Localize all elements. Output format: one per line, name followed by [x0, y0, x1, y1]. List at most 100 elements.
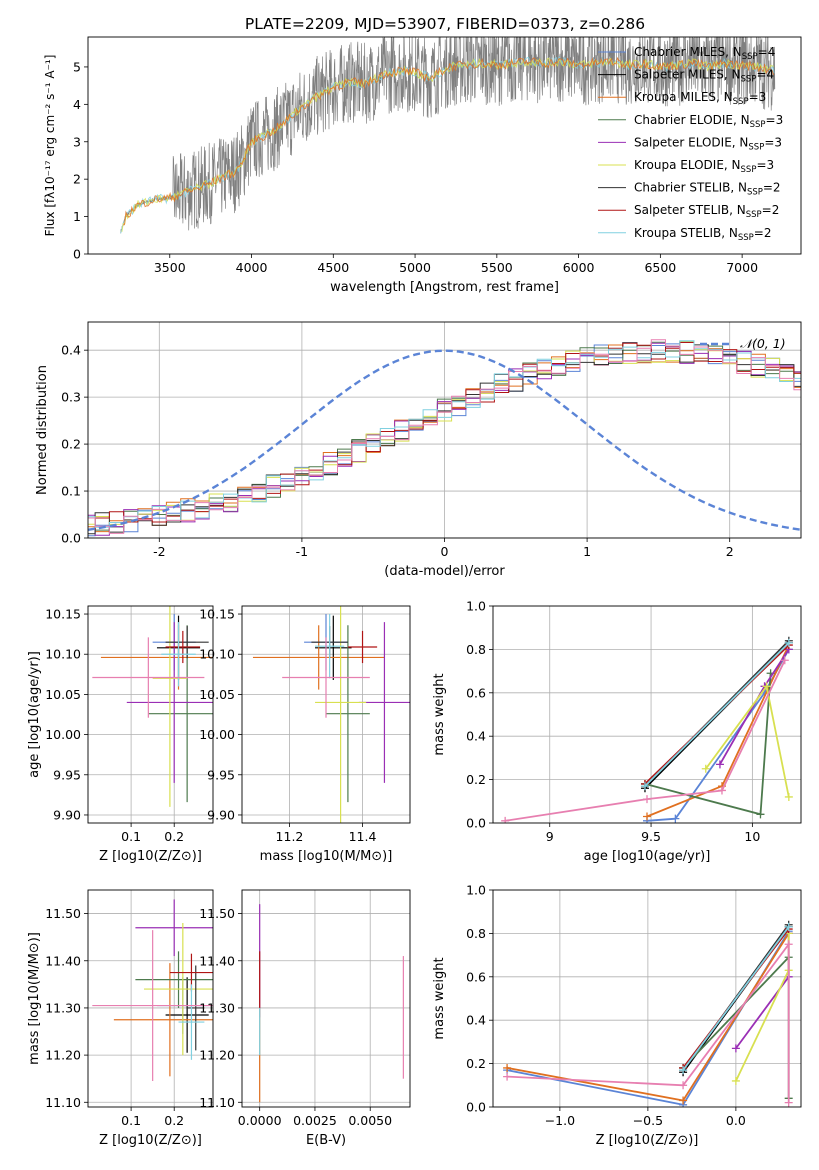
- legend-label: Kroupa MILES, N: [634, 90, 733, 104]
- y-tick-label: 3: [73, 134, 81, 149]
- y-tick-label: 11.40: [199, 953, 235, 968]
- y-tick-label: 0.3: [61, 390, 81, 405]
- legend-count: =3: [764, 135, 782, 149]
- x-tick-label: 11.2: [276, 829, 304, 844]
- y-tick-label: 10.15: [45, 607, 81, 622]
- legend-entry: Salpeter MILES, NSSP=4: [634, 68, 774, 85]
- y-tick-label: 0.2: [466, 1056, 486, 1071]
- x-axis-label: Z [log10(Z/Z⊙)]: [99, 1133, 202, 1148]
- panel-mass_vs_age: 11.2 11.4 9.90 9.95 10.00 10.05 10.10 10.15 mass…: [199, 605, 411, 864]
- legend-entry: 𝒩(0, 1): [740, 336, 786, 351]
- y-tick-label: 10.00: [199, 727, 235, 742]
- y-axis-label: mass weight: [432, 673, 447, 755]
- residual-histogram: [88, 342, 801, 536]
- legend-subscript: SSP: [741, 165, 757, 175]
- model-spectrum-line: [122, 56, 774, 226]
- y-tick-label: 0.6: [466, 685, 486, 700]
- x-tick-label: 5000: [399, 260, 431, 275]
- mass-weight-point: [679, 1096, 688, 1105]
- legend-count: =3: [749, 90, 767, 104]
- mass-weight-point: [762, 682, 771, 691]
- x-tick-label: −1.0: [545, 1113, 575, 1128]
- x-axis-label: (data-model)/error: [384, 564, 505, 579]
- plot-area: [120, 37, 776, 234]
- axes-frame: [87, 889, 214, 1108]
- panels: 3500 4000 4500 5000 5500 6000 6500 7000 0 1 2 3 4 5 wa…: [27, 36, 802, 1148]
- legend-count: =3: [756, 158, 774, 172]
- y-tick-label: 1.0: [466, 883, 486, 898]
- mass-weight-point: [731, 1044, 740, 1053]
- legend-label: Kroupa STELIB, N: [634, 226, 738, 240]
- x-tick-label: 9.5: [641, 829, 661, 844]
- legend-subscript: SSP: [741, 75, 757, 85]
- mass-weight-point: [784, 940, 793, 949]
- y-tick-label: 9.90: [207, 807, 235, 822]
- y-tick-label: 0.0: [466, 1100, 486, 1115]
- legend-count: =2: [754, 226, 772, 240]
- y-tick-label: 0.8: [466, 642, 486, 657]
- mass-weight-line: [505, 659, 786, 822]
- mass-weight-point: [731, 1076, 740, 1085]
- x-tick-label: 0.0: [726, 1113, 746, 1128]
- x-tick-label: 0.0025: [293, 1113, 337, 1128]
- y-tick-label: 2: [73, 172, 81, 187]
- mass-weight-point: [717, 786, 726, 795]
- y-tick-label: 11.30: [199, 1000, 235, 1015]
- y-tick-label: 1: [73, 209, 81, 224]
- figure-title: PLATE=2209, MJD=53907, FIBERID=0373, z=0…: [245, 15, 645, 33]
- mass-weight-point: [643, 795, 651, 804]
- legend-subscript: SSP: [746, 210, 762, 220]
- mass-weight-point: [784, 638, 793, 647]
- y-axis-label: mass [log10(M/M⊙)]: [27, 932, 42, 1065]
- plot-area: [88, 322, 801, 538]
- x-tick-label: 4500: [317, 260, 349, 275]
- x-tick-label: 4000: [236, 260, 268, 275]
- legend-entry: Chabrier MILES, NSSP=4: [634, 45, 775, 62]
- x-tick-label: 7000: [726, 260, 758, 275]
- axes-frame: [241, 889, 411, 1108]
- plot-area: [242, 606, 410, 823]
- axes-frame: [492, 889, 802, 1108]
- legend-count: =4: [758, 45, 776, 59]
- legend-label: Chabrier MILES, N: [634, 45, 742, 59]
- model-spectrum-line: [121, 57, 774, 232]
- mass-weight-line: [705, 684, 790, 798]
- legend-label: Kroupa ELODIE, N: [634, 158, 741, 172]
- y-tick-label: 9.95: [53, 767, 81, 782]
- y-tick-label: 10.10: [199, 647, 235, 662]
- y-axis-label: Flux [fλ10⁻¹⁷ erg cm⁻² s⁻¹ A⁻¹]: [43, 55, 57, 237]
- y-tick-label: 0: [73, 247, 81, 262]
- legend-label: Chabrier STELIB, N: [634, 181, 747, 195]
- axes-frame: [241, 605, 411, 824]
- residual-histogram: [88, 340, 801, 528]
- y-tick-label: 11.30: [45, 1000, 81, 1015]
- x-tick-label: 10: [744, 829, 760, 844]
- y-tick-label: 11.10: [199, 1095, 235, 1110]
- mass-weight-line: [644, 673, 772, 816]
- panel-ebv_vs_mass: 0.0000 0.0025 0.0050 11.10 11.20 11.30 11.40 11…: [199, 889, 411, 1148]
- x-axis-label: Z [log10(Z/Z⊙)]: [99, 849, 202, 864]
- y-tick-label: 9.95: [207, 767, 235, 782]
- x-tick-label: 0.2: [164, 1113, 184, 1128]
- residual-histogram: [88, 341, 801, 525]
- panel-z_vs_massweight: −1.0 −0.5 0.0 0.0 0.2 0.4 0.6 0.8 1.0 Z [log10(Z/…: [432, 883, 802, 1148]
- y-tick-label: 0.0: [466, 816, 486, 831]
- plot-area: [242, 890, 410, 1107]
- mass-weight-point: [643, 812, 651, 821]
- mass-weight-point: [784, 792, 793, 801]
- panel-age_vs_massweight: 9 9.5 10 0.0 0.2 0.4 0.6 0.8 1.0 age [log10(age/y…: [432, 599, 802, 864]
- y-tick-label: 0.2: [61, 437, 81, 452]
- legend-subscript: SSP: [748, 142, 764, 152]
- y-tick-label: 0.8: [466, 926, 486, 941]
- y-tick-label: 5: [73, 59, 81, 74]
- x-tick-label: 3500: [154, 260, 186, 275]
- mass-weight-point: [784, 922, 793, 931]
- y-axis-label: Normed distribution: [35, 365, 50, 495]
- legend-subscript: SSP: [742, 52, 758, 62]
- plot-area: [88, 890, 213, 1107]
- mass-weight-point: [671, 814, 680, 823]
- plot-area: [493, 606, 801, 823]
- x-tick-label: 5500: [481, 260, 513, 275]
- plot-area: [88, 606, 213, 823]
